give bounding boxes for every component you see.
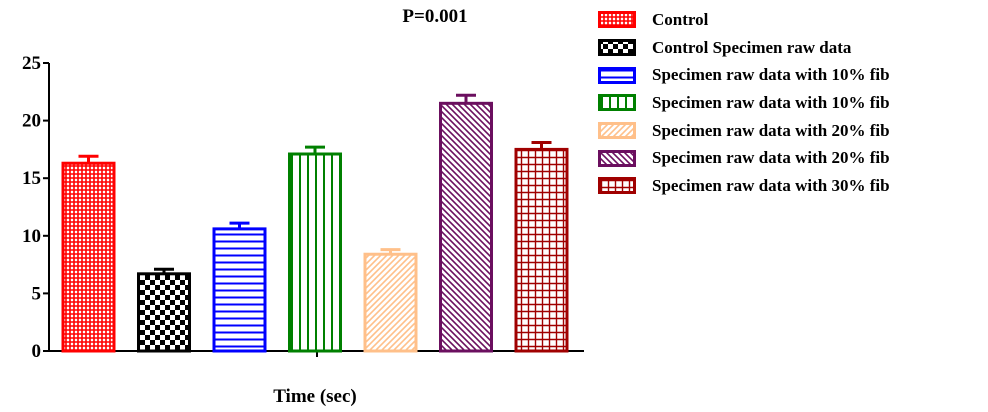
legend-swatch: [598, 149, 636, 167]
bar-group: [514, 140, 569, 353]
legend-label: Specimen raw data with 20% fib: [652, 148, 890, 168]
legend-label: Control: [652, 9, 709, 29]
legend-item: Specimen raw data with 10% fib: [598, 89, 890, 117]
bar: [514, 147, 569, 353]
legend-swatch: [598, 177, 636, 195]
chart-legend: Control Control Specimen raw data Specimen…: [598, 6, 890, 200]
bar: [137, 272, 191, 353]
bar: [288, 152, 342, 353]
legend-label: Specimen raw data with 10% fib: [652, 65, 890, 85]
y-tick-label: 10: [22, 226, 41, 247]
legend-swatch: [598, 66, 636, 84]
y-tick-label: 5: [32, 283, 42, 304]
bar-group: [137, 267, 191, 353]
legend-item: Specimen raw data with 20% fib: [598, 117, 890, 145]
legend-label: Specimen raw data with 30% fib: [652, 175, 890, 195]
legend-swatch: [598, 94, 636, 112]
legend-swatch: [598, 122, 636, 140]
bar-group: [212, 221, 267, 353]
bar: [212, 227, 267, 353]
legend-item: Specimen raw data with 20% fib: [598, 144, 890, 172]
legend-item: Specimen raw data with 10% fib: [598, 61, 890, 89]
y-tick-label: 20: [22, 111, 41, 132]
legend-item: Control: [598, 6, 890, 34]
bar-group: [61, 154, 116, 353]
legend-swatch: [598, 11, 636, 29]
legend-swatch: [598, 39, 636, 57]
x-axis-label: Time (sec): [273, 386, 357, 407]
bar: [61, 161, 116, 353]
legend-label: Specimen raw data with 20% fib: [652, 120, 890, 140]
legend-item: Specimen raw data with 30% fib: [598, 172, 890, 200]
y-tick-label: 15: [22, 168, 41, 189]
bar: [439, 101, 493, 353]
bar-group: [439, 93, 493, 353]
bar-group: [288, 145, 342, 353]
legend-item: Control Specimen raw data: [598, 34, 890, 62]
legend-label: Control Specimen raw data: [652, 37, 852, 57]
y-tick-label: 25: [22, 53, 41, 74]
legend-label: Specimen raw data with 10% fib: [652, 92, 890, 112]
chart-title: P=0.001: [402, 6, 468, 27]
bar: [363, 252, 418, 353]
y-tick-label: 0: [32, 341, 42, 362]
bar-group: [363, 248, 418, 353]
